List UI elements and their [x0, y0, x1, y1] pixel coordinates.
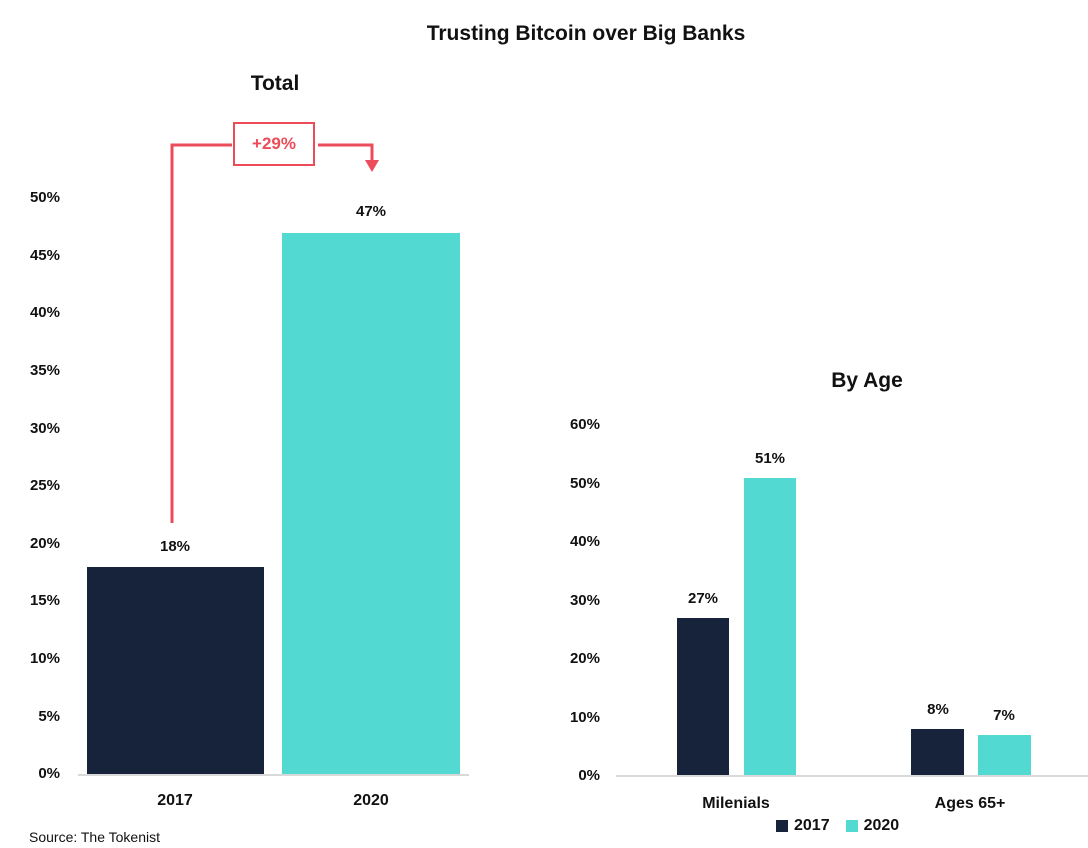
y-tick: 20% [29, 535, 60, 552]
y-tick: 50% [29, 189, 60, 206]
legend-swatch-2020 [845, 820, 858, 832]
y-tick: 40% [29, 304, 60, 321]
y-tick: 0% [578, 767, 600, 784]
y-tick: 40% [569, 533, 600, 550]
annotation-box: +29% [233, 122, 315, 166]
x-axis-line [616, 775, 1088, 777]
y-tick: 20% [569, 650, 600, 667]
value-label-milenials-2017: 27% [687, 590, 719, 607]
annotation-label: +29% [252, 134, 296, 153]
y-tick: 30% [29, 420, 60, 437]
legend-swatch-2017 [776, 820, 788, 832]
y-tick: 35% [29, 362, 60, 379]
x-tick-2020: 2020 [353, 792, 389, 809]
bar-total-2020 [282, 233, 460, 774]
y-tick: 10% [29, 650, 60, 667]
y-tick: 25% [29, 477, 60, 494]
total-panel-title: Total [250, 72, 300, 95]
legend: 2017 2020 [776, 817, 899, 835]
x-tick-2017: 2017 [157, 792, 193, 809]
y-tick: 15% [29, 592, 60, 609]
value-label-2020: 47% [355, 203, 387, 220]
y-tick: 45% [29, 247, 60, 264]
bar-total-2017 [87, 567, 264, 774]
source-note: Source: The Tokenist [29, 829, 161, 845]
x-axis-line [78, 774, 469, 776]
chart-title: Trusting Bitcoin over Big Banks [426, 22, 746, 45]
value-label-ages65-2020: 7% [993, 707, 1015, 724]
x-tick-ages65: Ages 65+ [934, 795, 1006, 812]
bar-ages65-2020 [978, 735, 1031, 776]
legend-label-2020: 2020 [863, 817, 900, 834]
bar-milenials-2017 [677, 618, 729, 776]
legend-label-2017: 2017 [794, 817, 830, 834]
bar-ages65-2017 [911, 729, 964, 776]
value-label-ages65-2017: 8% [927, 701, 949, 718]
x-tick-milenials: Milenials [702, 795, 770, 812]
value-label-milenials-2020: 51% [754, 450, 786, 467]
y-tick: 30% [569, 592, 600, 609]
y-tick: 60% [569, 416, 600, 433]
bar-milenials-2020 [744, 478, 796, 776]
y-tick: 10% [569, 709, 600, 726]
y-tick: 0% [38, 765, 60, 782]
age-panel-title: By Age [831, 369, 903, 392]
value-label-2017: 18% [159, 538, 191, 555]
change-bracket-arrow [170, 143, 379, 523]
y-tick: 50% [569, 475, 600, 492]
y-tick: 5% [38, 708, 60, 725]
